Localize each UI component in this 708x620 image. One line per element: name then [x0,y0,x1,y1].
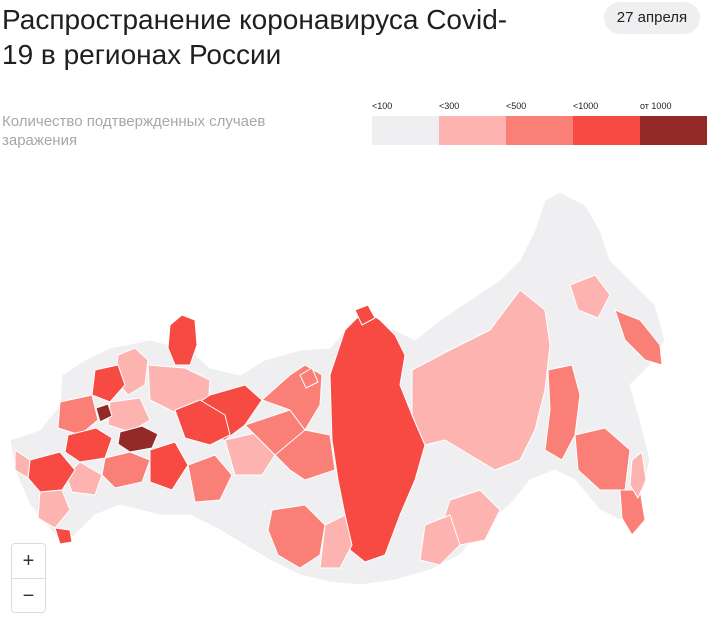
russia-regions-map[interactable] [0,170,708,620]
map-region[interactable] [274,429,336,481]
legend-item-gte1000: от 1000 [640,100,707,146]
map-region[interactable] [619,489,646,536]
zoom-out-button[interactable]: − [12,578,45,612]
legend-swatch [640,116,707,145]
zoom-control: + − [11,543,46,613]
map-region[interactable] [267,504,326,569]
map-region[interactable] [149,441,189,491]
map-region[interactable] [14,449,31,479]
zoom-in-button[interactable]: + [12,544,45,578]
map-region[interactable] [419,514,461,566]
map-region[interactable] [319,514,353,569]
legend-label: <1000 [573,101,599,111]
map-region[interactable] [95,403,113,423]
map-region[interactable] [629,451,647,499]
map-region[interactable] [354,304,376,326]
map-region[interactable] [544,364,581,461]
legend-swatch [439,116,506,145]
legend-swatch [372,116,439,145]
page-title: Распространение коронавируса Covid-19 в … [2,4,508,70]
legend-subtitle: Количество подтвержденных случаев зараже… [2,113,266,149]
legend-item-lt1000: <1000 [573,100,640,146]
map-region[interactable] [614,309,663,366]
legend-swatch [573,116,640,145]
legend-label: <500 [506,101,527,111]
map-region[interactable] [411,289,551,471]
map-region[interactable] [117,425,159,453]
legend-item-lt300: <300 [439,100,506,146]
map-region[interactable] [54,527,73,545]
legend-label: <100 [372,101,393,111]
map-region[interactable] [187,454,233,503]
map-region[interactable] [37,489,71,529]
map-region[interactable] [91,364,126,403]
legend-item-lt500: <500 [506,100,573,146]
map-region[interactable] [299,367,319,389]
legend-item-lt100: <100 [372,100,439,146]
map-region[interactable] [107,397,151,433]
legend-swatch [506,116,573,145]
date-badge[interactable]: 27 апреля [604,2,700,34]
map-region[interactable] [174,399,231,446]
legend-label: от 1000 [640,101,672,111]
map-region[interactable] [329,309,426,563]
map-region[interactable] [57,394,99,436]
legend-label: <300 [439,101,460,111]
map-region[interactable] [569,274,611,319]
color-legend: <100 <300 <500 <1000 от 1000 [372,100,708,146]
map-region[interactable] [167,314,198,366]
